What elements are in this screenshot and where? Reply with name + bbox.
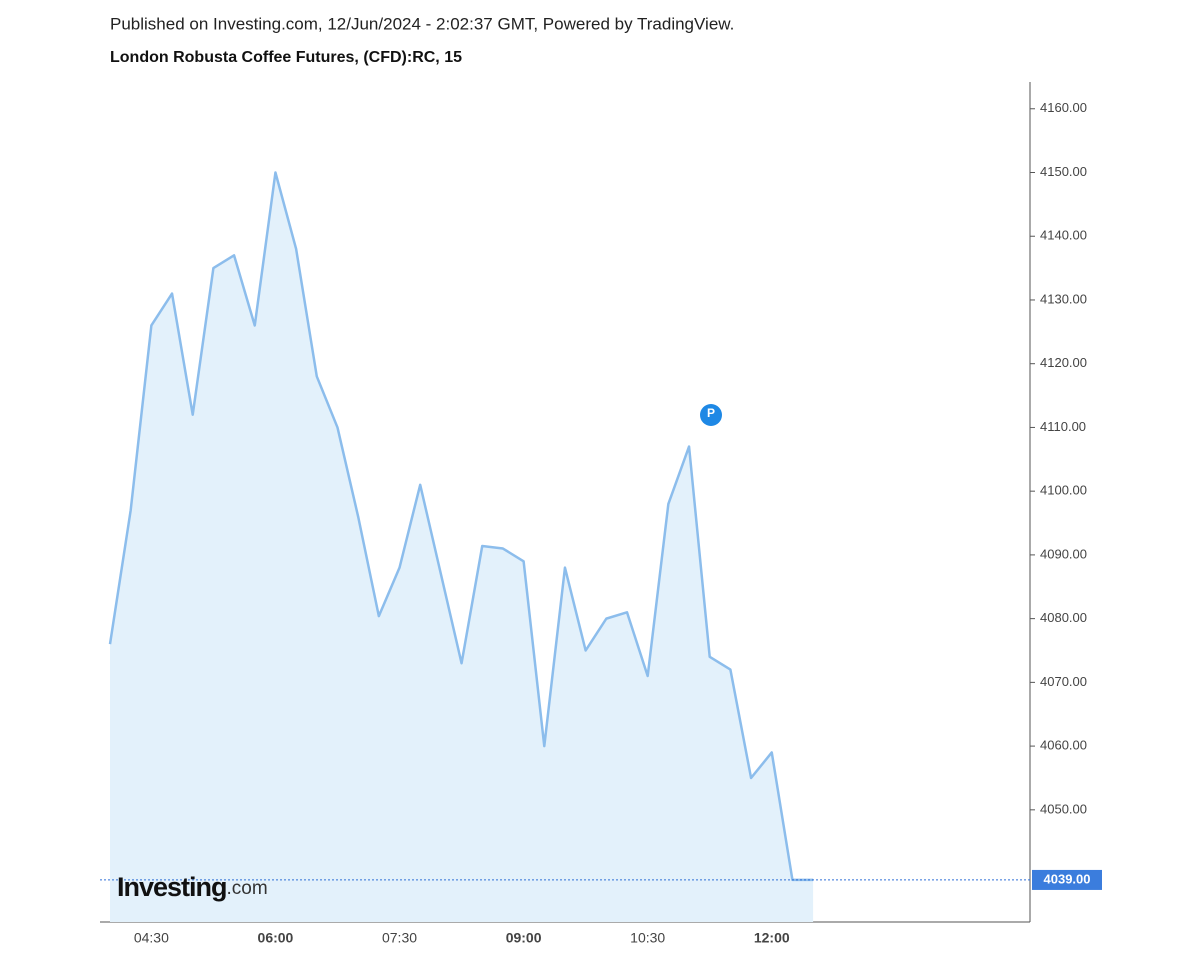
y-tick-label: 4100.00: [1040, 483, 1087, 498]
x-tick-label: 07:30: [382, 930, 417, 946]
y-tick-label: 4110.00: [1040, 419, 1086, 434]
event-marker: [700, 404, 722, 426]
y-tick-label: 4160.00: [1040, 100, 1087, 115]
y-tick-label: 4080.00: [1040, 610, 1087, 625]
y-tick-label: 4050.00: [1040, 801, 1087, 816]
y-tick-label: 4120.00: [1040, 355, 1087, 370]
event-marker-label: P: [707, 406, 715, 420]
watermark: Investing.com: [117, 872, 268, 902]
watermark-suffix: .com: [227, 878, 268, 899]
watermark-brand: Investing: [117, 872, 227, 902]
x-tick-label: 12:00: [754, 930, 790, 946]
price-line: [108, 171, 814, 882]
y-tick-label: 4130.00: [1040, 291, 1087, 306]
x-tick-label: 04:30: [134, 930, 169, 946]
chart-title: London Robusta Coffee Futures, (CFD):RC,…: [110, 49, 462, 66]
x-tick-label: 10:30: [630, 930, 665, 946]
x-tick-label: 06:00: [258, 930, 294, 946]
y-tick-label: 4140.00: [1040, 228, 1087, 243]
y-tick-label: 4070.00: [1040, 674, 1087, 689]
area-fill: [110, 172, 814, 923]
current-price-box: [1032, 869, 1102, 890]
y-tick-label: 4090.00: [1040, 546, 1087, 561]
x-tick-label: 09:00: [506, 930, 542, 946]
published-note: Published on Investing.com, 12/Jun/2024 …: [110, 14, 734, 33]
y-tick-label: 4060.00: [1040, 738, 1087, 753]
y-tick-label: 4150.00: [1040, 164, 1087, 179]
current-price-label: 4039.00: [1044, 871, 1091, 886]
